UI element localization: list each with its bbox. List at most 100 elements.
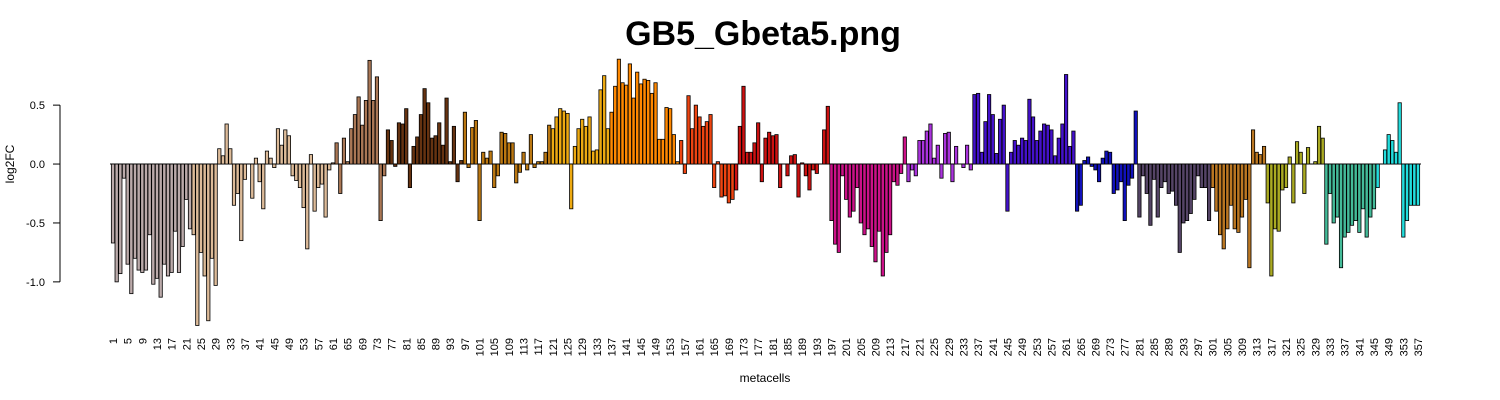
- bar: [752, 142, 757, 165]
- bar: [382, 163, 387, 177]
- bar: [884, 163, 889, 253]
- x-tick-label: 221: [914, 338, 926, 356]
- bar: [1053, 155, 1058, 165]
- bar: [301, 163, 306, 209]
- bar: [470, 127, 475, 165]
- bar: [1082, 160, 1087, 165]
- bar: [1342, 163, 1347, 238]
- x-tick-label: 129: [577, 338, 589, 356]
- bar: [1005, 163, 1010, 212]
- bar: [1097, 163, 1102, 183]
- bar: [972, 94, 977, 165]
- bar: [1386, 134, 1391, 165]
- bar: [836, 163, 841, 253]
- x-tick-label: 237: [973, 338, 985, 356]
- bar: [1086, 156, 1091, 165]
- bar: [1228, 163, 1234, 206]
- bar: [858, 163, 863, 224]
- bar: [250, 163, 255, 199]
- bar: [767, 131, 772, 165]
- bar: [895, 163, 900, 186]
- bar: [1155, 163, 1160, 218]
- bar: [154, 163, 160, 279]
- bar: [1038, 130, 1043, 165]
- x-tick-label: 357: [1413, 338, 1425, 356]
- bar: [378, 163, 383, 221]
- bar: [327, 163, 332, 171]
- x-tick-label: 265: [1076, 338, 1088, 356]
- bar: [198, 163, 204, 253]
- bar: [1115, 163, 1120, 191]
- bar: [1152, 163, 1157, 180]
- bar: [690, 128, 695, 165]
- bar: [726, 163, 731, 204]
- bar: [143, 163, 149, 271]
- bar: [297, 163, 303, 189]
- bar: [1324, 163, 1329, 245]
- bar: [1291, 163, 1296, 204]
- x-tick-label: 77: [387, 338, 399, 350]
- bar: [741, 85, 746, 165]
- bar: [363, 100, 368, 165]
- bar: [745, 151, 750, 165]
- bar: [1012, 140, 1017, 165]
- bar: [1159, 163, 1164, 189]
- bar: [748, 151, 753, 165]
- bar: [1192, 163, 1197, 200]
- bar: [1166, 163, 1171, 194]
- x-tick-label: 253: [1032, 338, 1044, 356]
- bar: [880, 163, 885, 277]
- bar: [195, 163, 200, 326]
- bar: [594, 149, 599, 165]
- bar: [272, 163, 277, 168]
- bar: [759, 163, 764, 183]
- bar: [173, 163, 178, 232]
- y-tick-label: 0.5: [30, 100, 45, 112]
- bar: [620, 82, 625, 165]
- bar: [1056, 137, 1061, 165]
- bar: [1250, 129, 1256, 165]
- bar: [334, 142, 339, 165]
- bar: [976, 92, 981, 165]
- x-tick-label: 177: [753, 338, 765, 356]
- bar: [1071, 130, 1076, 165]
- bar: [543, 151, 548, 165]
- x-tick-label: 289: [1164, 338, 1176, 356]
- x-tick-label: 125: [563, 338, 575, 356]
- bar: [1119, 163, 1124, 183]
- bar: [572, 145, 577, 165]
- bar: [209, 163, 215, 259]
- bar: [319, 163, 324, 185]
- bar: [712, 163, 717, 189]
- bar: [165, 163, 171, 277]
- bar: [1016, 144, 1021, 165]
- bar: [169, 163, 174, 273]
- bar: [1075, 163, 1080, 212]
- bar: [939, 163, 944, 179]
- bar: [968, 163, 973, 171]
- x-tick-label: 121: [548, 338, 560, 356]
- x-tick-label: 269: [1090, 338, 1102, 356]
- bar: [356, 96, 361, 165]
- bar: [1331, 163, 1336, 224]
- bar: [704, 121, 709, 165]
- bar: [1247, 163, 1252, 269]
- bar: [228, 148, 233, 165]
- bar: [393, 163, 398, 167]
- x-tick-label: 193: [812, 338, 824, 356]
- x-tick-label: 185: [782, 338, 794, 356]
- bar: [279, 144, 284, 165]
- bar: [902, 136, 907, 165]
- bar: [367, 59, 372, 165]
- bar: [213, 163, 218, 286]
- bar: [646, 79, 651, 165]
- x-tick-label: 345: [1369, 338, 1381, 356]
- bar: [202, 163, 207, 277]
- bar: [558, 108, 563, 165]
- bar: [1368, 163, 1373, 218]
- bar: [1163, 163, 1168, 183]
- bar: [418, 114, 423, 165]
- bar: [554, 116, 559, 165]
- bar: [998, 118, 1003, 165]
- bar: [1111, 163, 1116, 194]
